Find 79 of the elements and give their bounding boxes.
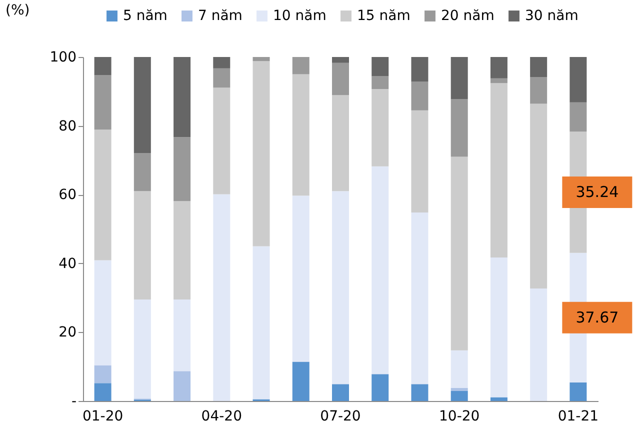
- bar: [292, 362, 310, 401]
- bar: [252, 61, 270, 246]
- bar: [134, 300, 151, 399]
- bar: [94, 130, 112, 260]
- bar: [530, 76, 548, 104]
- bar: [94, 383, 112, 401]
- bar: [490, 57, 508, 78]
- bar: [174, 137, 191, 202]
- bar: [332, 384, 349, 401]
- y-tick-label: 40: [58, 256, 76, 272]
- y-tick-label: -: [71, 394, 76, 410]
- bar: [490, 78, 508, 84]
- bar: [411, 110, 428, 212]
- legend-label: 5 năm: [123, 8, 168, 24]
- bar: [332, 62, 349, 96]
- bar: [252, 246, 270, 400]
- bar: [94, 260, 112, 366]
- bar: [174, 57, 191, 138]
- y-tick-label: 20: [58, 324, 76, 341]
- bar: [332, 95, 349, 192]
- bar: [94, 57, 112, 76]
- bar: [134, 57, 151, 153]
- bar: [94, 365, 112, 384]
- bar: [411, 212, 428, 384]
- bar: [372, 76, 389, 89]
- bar: [450, 156, 468, 350]
- data-label: 35.24: [576, 183, 619, 202]
- bar: [372, 57, 389, 76]
- bar: [450, 388, 468, 392]
- bar: [450, 57, 468, 100]
- x-tick-label: 01-21: [558, 408, 599, 424]
- x-tick-label: 10-20: [439, 408, 480, 424]
- bar: [530, 104, 548, 289]
- x-tick-label: 07-20: [320, 408, 361, 424]
- legend-label: 7 năm: [198, 8, 242, 24]
- y-tick-label: 60: [58, 187, 76, 204]
- bar: [530, 288, 548, 401]
- bar: [134, 152, 151, 192]
- bar: [490, 397, 508, 401]
- bar: [411, 57, 428, 82]
- bar: [372, 374, 389, 401]
- bar: [411, 82, 428, 110]
- bar: [372, 166, 389, 374]
- bar: [530, 57, 548, 77]
- data-label: 37.67: [576, 308, 619, 327]
- bar: [174, 201, 191, 300]
- bar: [252, 57, 270, 62]
- bar: [332, 57, 349, 63]
- bar: [292, 57, 310, 74]
- bar: [213, 88, 230, 194]
- bar: [450, 350, 468, 388]
- bar: [174, 300, 191, 372]
- bar: [134, 191, 151, 300]
- bar: [411, 384, 428, 401]
- bar: [292, 74, 310, 196]
- legend-label: 30 năm: [525, 8, 578, 24]
- bar: [332, 191, 349, 384]
- bar: [174, 371, 191, 401]
- y-axis-title: (%): [6, 2, 30, 18]
- bar: [490, 258, 508, 398]
- y-tick-label: 80: [58, 118, 76, 134]
- x-tick-label: 04-20: [201, 408, 242, 424]
- bar: [213, 57, 230, 68]
- bar: [450, 391, 468, 401]
- bar: [570, 382, 587, 401]
- y-tick-label: 100: [50, 50, 76, 66]
- bar: [570, 102, 587, 132]
- bar: [570, 56, 587, 102]
- legend-label: 20 năm: [441, 8, 494, 24]
- bar: [213, 68, 230, 88]
- bar: [292, 196, 310, 362]
- bar: [213, 194, 230, 401]
- bar: [372, 88, 389, 166]
- bar: [490, 83, 508, 258]
- legend-label: 15 năm: [357, 8, 410, 24]
- x-tick-label: 01-20: [82, 408, 124, 424]
- bar: [94, 75, 112, 130]
- bar: [450, 99, 468, 157]
- legend-label: 10 năm: [273, 8, 326, 24]
